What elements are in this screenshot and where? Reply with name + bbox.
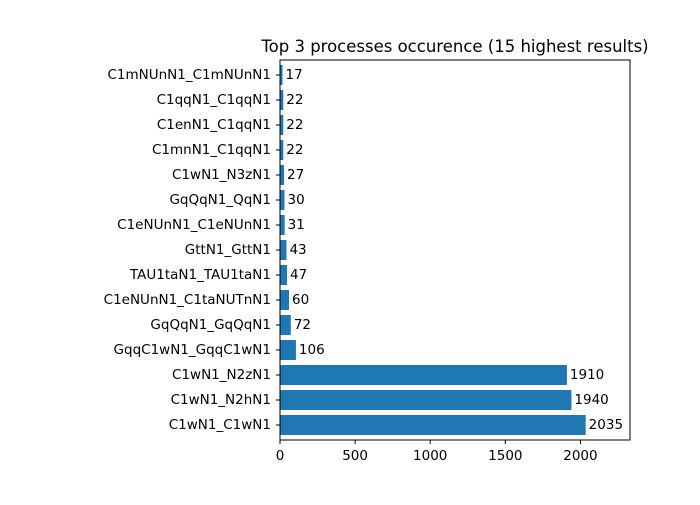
data-label-C1wN1_N3zN1: 27 [287, 167, 304, 183]
data-labels-group: 2035 1940 1910 106 72 60 47 43 31 30 27 22 22 22 17 [286, 67, 623, 433]
x-tick-label-0: 0 [276, 448, 285, 464]
data-label-GqQqN1_GqQqN1: 72 [294, 317, 311, 333]
data-label-TAU1taN1_TAU1taN1: 47 [290, 267, 307, 283]
category-label-C1eNUnN1_C1eNUnN1: C1eNUnN1_C1eNUnN1 [117, 217, 271, 233]
data-label-C1eNUnN1_C1taNUTnN1: 60 [292, 292, 309, 308]
data-label-C1eNUnN1_C1eNUnN1: 31 [288, 217, 305, 233]
bars-group [280, 65, 586, 435]
category-label-C1enN1_C1qqN1: C1enN1_C1qqN1 [157, 117, 271, 133]
data-label-GqQqN1_QqN1: 30 [288, 192, 305, 208]
x-tick-label-2000: 2000 [563, 448, 597, 464]
bar-C1eNUnN1_C1taNUTnN1 [280, 290, 290, 310]
category-labels-group: C1wN1_C1wN1 C1wN1_N2hN1 C1wN1_N2zN1 GqqC1wN… [104, 67, 280, 433]
category-label-C1wN1_C1wN1: C1wN1_C1wN1 [169, 417, 271, 433]
category-label-GttN1_GttN1: GttN1_GttN1 [185, 242, 271, 258]
bar-GqQqN1_GqQqN1 [280, 315, 291, 335]
bar-GqqC1wN1_GqqC1wN1 [280, 340, 296, 360]
data-label-C1enN1_C1qqN1: 22 [286, 117, 303, 133]
bar-C1wN1_N2hN1 [280, 390, 572, 410]
category-label-C1qqN1_C1qqN1: C1qqN1_C1qqN1 [157, 92, 271, 108]
chart-title: Top 3 processes occurence (15 highest re… [260, 37, 648, 56]
category-label-GqQqN1_QqN1: GqQqN1_QqN1 [169, 192, 271, 208]
bar-GttN1_GttN1 [280, 240, 287, 260]
bar-TAU1taN1_TAU1taN1 [280, 265, 288, 285]
bar-C1wN1_N2zN1 [280, 365, 567, 385]
category-label-GqQqN1_GqQqN1: GqQqN1_GqQqN1 [150, 317, 271, 333]
category-label-C1wN1_N3zN1: C1wN1_N3zN1 [172, 167, 271, 183]
bar-C1enN1_C1qqN1 [280, 115, 284, 135]
data-label-C1qqN1_C1qqN1: 22 [286, 92, 303, 108]
bar-C1wN1_N3zN1 [280, 165, 285, 185]
plot-frame [279, 59, 631, 441]
bar-C1mnN1_C1qqN1 [280, 140, 284, 160]
category-label-C1mNUnN1_C1mNUnN1: C1mNUnN1_C1mNUnN1 [107, 67, 271, 83]
category-label-TAU1taN1_TAU1taN1: TAU1taN1_TAU1taN1 [129, 267, 271, 283]
category-label-C1eNUnN1_C1taNUTnN1: C1eNUnN1_C1taNUTnN1 [104, 292, 271, 308]
x-axis-ticks-group: 0 500 1000 1500 2000 [276, 440, 598, 464]
data-label-C1mNUnN1_C1mNUnN1: 17 [286, 67, 303, 83]
category-label-GqqC1wN1_GqqC1wN1: GqqC1wN1_GqqC1wN1 [114, 342, 271, 358]
bar-GqQqN1_QqN1 [280, 190, 285, 210]
bar-C1wN1_C1wN1 [280, 415, 586, 435]
bar-C1mNUnN1_C1mNUnN1 [280, 65, 283, 85]
x-tick-label-1000: 1000 [413, 448, 447, 464]
data-label-C1wN1_N2zN1: 1910 [570, 367, 604, 383]
x-tick-label-500: 500 [342, 448, 368, 464]
data-label-C1wN1_C1wN1: 2035 [589, 417, 623, 433]
bar-C1eNUnN1_C1eNUnN1 [280, 215, 285, 235]
data-label-C1wN1_N2hN1: 1940 [574, 392, 608, 408]
data-label-C1mnN1_C1qqN1: 22 [286, 142, 303, 158]
x-tick-label-1500: 1500 [488, 448, 522, 464]
category-label-C1mnN1_C1qqN1: C1mnN1_C1qqN1 [152, 142, 271, 158]
bar-C1qqN1_C1qqN1 [280, 90, 284, 110]
data-label-GttN1_GttN1: 43 [289, 242, 306, 258]
category-label-C1wN1_N2zN1: C1wN1_N2zN1 [172, 367, 271, 383]
data-label-GqqC1wN1_GqqC1wN1: 106 [299, 342, 325, 358]
category-label-C1wN1_N2hN1: C1wN1_N2hN1 [171, 392, 271, 408]
